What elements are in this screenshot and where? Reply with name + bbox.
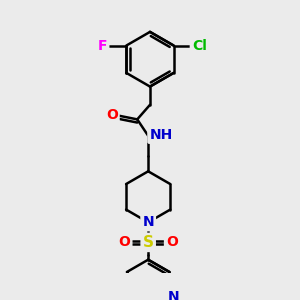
Text: NH: NH <box>149 128 172 142</box>
Text: O: O <box>166 236 178 249</box>
Text: S: S <box>143 235 154 250</box>
Text: N: N <box>142 215 154 229</box>
Text: N: N <box>168 290 180 300</box>
Text: Cl: Cl <box>192 39 207 52</box>
Text: F: F <box>98 39 107 52</box>
Text: O: O <box>106 108 118 122</box>
Text: O: O <box>118 236 130 249</box>
